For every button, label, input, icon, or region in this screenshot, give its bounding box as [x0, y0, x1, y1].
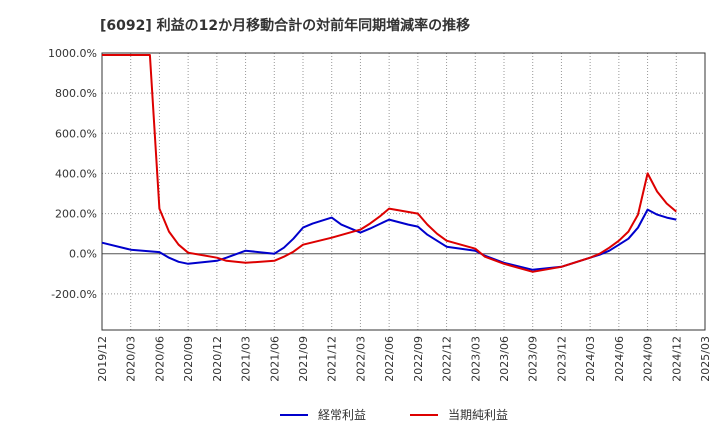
x-tick-label: 2024/03: [584, 336, 597, 382]
x-tick-label: 2024/12: [670, 336, 683, 382]
x-tick-label: 2021/12: [326, 336, 339, 382]
x-tick-label: 2024/06: [613, 336, 626, 382]
x-tick-label: 2019/12: [96, 336, 109, 382]
axes: [101, 52, 706, 331]
x-tick-label: 2023/12: [555, 336, 568, 382]
series-lines: [101, 54, 677, 273]
y-tick-label: 600.0%: [55, 127, 97, 140]
legend: 経常利益 当期純利益: [280, 408, 508, 422]
x-tick-label: 2022/12: [441, 336, 454, 382]
x-tick-label: 2022/09: [412, 336, 425, 382]
series-line-net-income: [102, 54, 677, 273]
y-tick-label: 1000.0%: [48, 47, 97, 60]
legend-label-recurring-profit: 経常利益: [318, 408, 366, 422]
series-line-recurring-profit: [101, 208, 677, 271]
y-tick-label: 200.0%: [55, 208, 97, 221]
y-tick-label: 0.0%: [69, 248, 97, 261]
x-tick-label: 2021/03: [240, 336, 253, 382]
x-tick-label: 2023/03: [469, 336, 482, 382]
plot-frame: [101, 52, 706, 331]
plot-area: [102, 53, 705, 330]
x-tick-label: 2021/06: [268, 336, 281, 382]
y-tick-labels: -200.0% 0.0% 200.0% 400.0% 600.0% 800.0% 1000.…: [48, 47, 97, 301]
grid-lines: [102, 52, 706, 330]
x-tick-label: 2020/09: [182, 336, 195, 382]
x-tick-label: 2020/06: [153, 336, 166, 382]
x-tick-label: 2023/06: [498, 336, 511, 382]
y-tick-label: 800.0%: [55, 87, 97, 100]
legend-label-net-income: 当期純利益: [448, 408, 508, 422]
x-tick-label: 2020/12: [211, 336, 224, 382]
x-tick-label: 2024/09: [642, 336, 655, 382]
x-tick-labels: 2019/12 2020/03 2020/06 2020/09 2020/12 2021/…: [96, 336, 712, 382]
x-tick-label: 2023/09: [527, 336, 540, 382]
x-tick-label: 2022/06: [383, 336, 396, 382]
x-tick-label: 2025/03: [699, 336, 712, 382]
y-tick-label: 400.0%: [55, 167, 97, 180]
x-tick-label: 2020/03: [125, 336, 138, 382]
x-tick-label: 2022/03: [354, 336, 367, 382]
x-tick-label: 2021/09: [297, 336, 310, 382]
chart-title: [6092] 利益の12か月移動合計の対前年同期増減率の推移: [100, 17, 470, 34]
y-tick-label: -200.0%: [51, 288, 97, 301]
